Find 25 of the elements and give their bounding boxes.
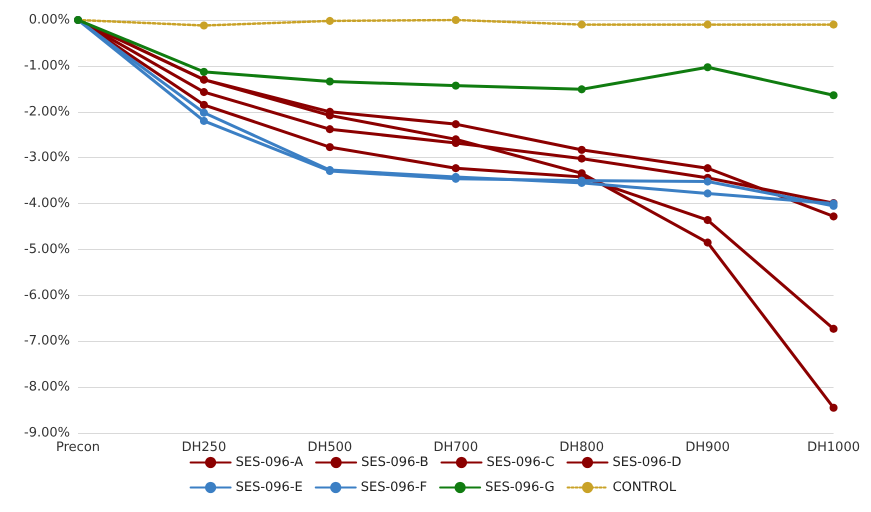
legend-label: SES-096-F <box>360 480 428 495</box>
x-tick-label: Precon <box>56 440 100 455</box>
y-tick-label: -3.00% <box>24 150 70 166</box>
y-tick-label: -5.00% <box>24 242 70 257</box>
y-tick-label: -1.00% <box>24 58 70 74</box>
x-tick-label: DH500 <box>308 440 352 455</box>
legend-label: SES-096-B <box>361 455 428 470</box>
x-tick-label: DH700 <box>433 440 478 455</box>
legend-label: SES-096-D <box>612 455 682 470</box>
x-tick-label: DH900 <box>685 440 730 455</box>
y-tick-label: -4.00% <box>24 196 70 212</box>
x-tick-label: DH800 <box>559 440 604 455</box>
y-tick-label: 0.00% <box>28 12 70 28</box>
legend-label: SES-096-E <box>236 480 303 495</box>
legend-label: CONTROL <box>612 480 677 495</box>
x-tick-label: DH1000 <box>807 440 860 455</box>
y-tick-label: -9.00% <box>24 426 70 440</box>
y-tick-label: -6.00% <box>24 288 70 303</box>
legend-label: SES-096-G <box>485 480 555 495</box>
legend-label: SES-096-A <box>236 455 304 470</box>
legend-label: SES-096-C <box>486 455 554 470</box>
y-tick-label: -7.00% <box>24 334 70 349</box>
y-tick-label: -8.00% <box>24 380 70 395</box>
x-tick-label: DH250 <box>182 440 226 455</box>
y-tick-label: -2.00% <box>24 104 70 120</box>
